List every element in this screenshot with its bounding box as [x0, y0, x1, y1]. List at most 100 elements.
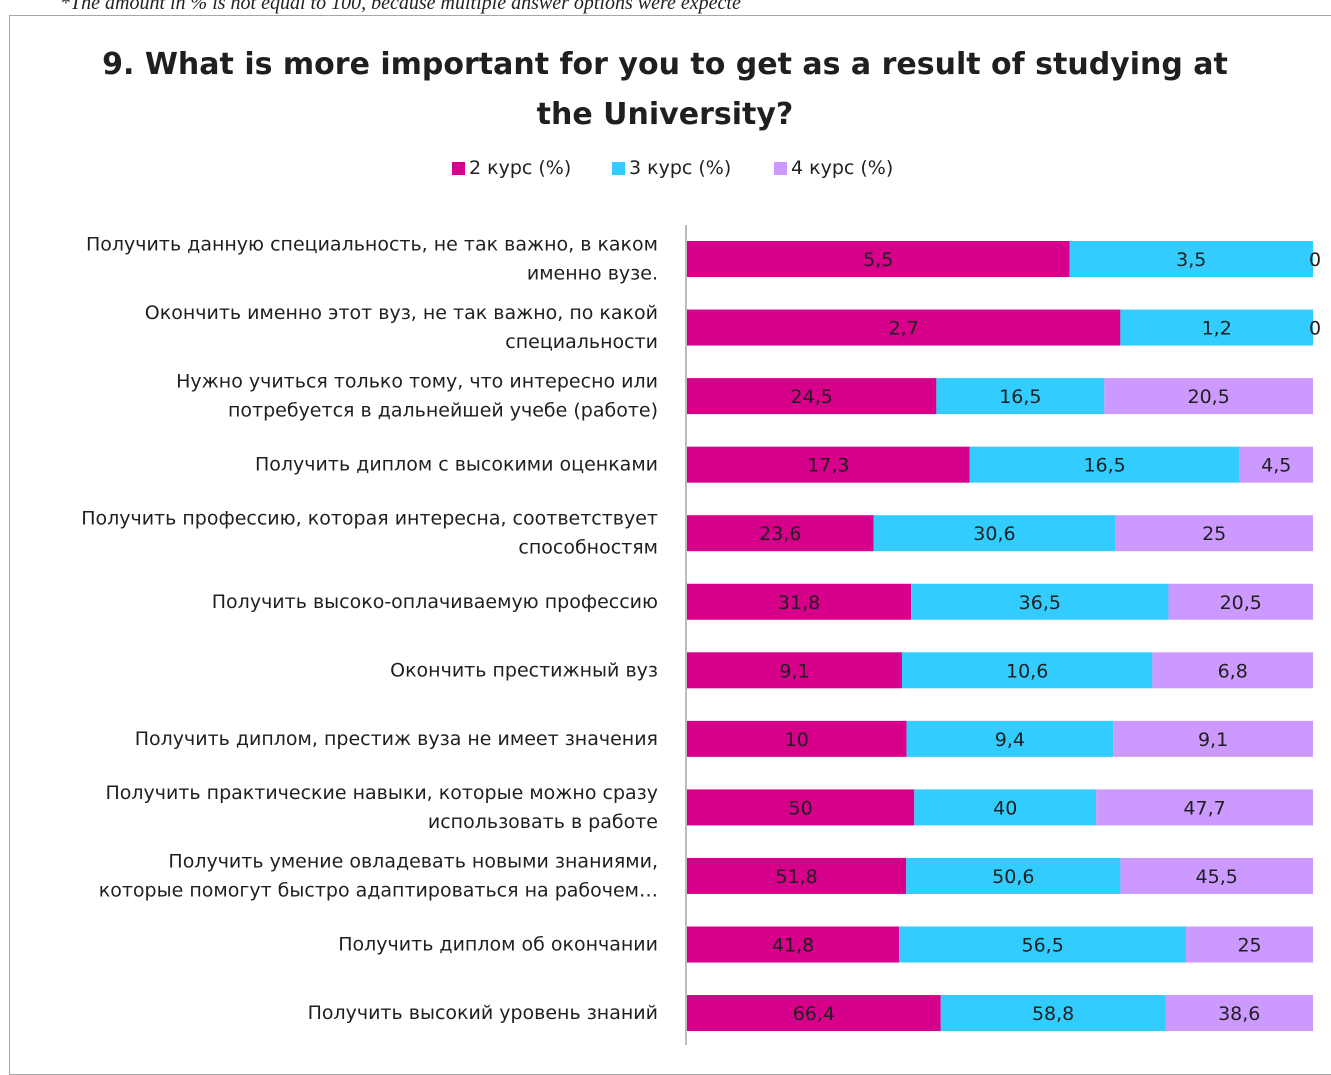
- chart-title: 9. What is more important for you to get…: [60, 40, 1270, 140]
- data-label: 0: [1309, 318, 1321, 340]
- data-label: 16,5: [1083, 455, 1125, 477]
- chart-title-line-1: 9. What is more important for you to get…: [102, 47, 1228, 82]
- bar-segment: [873, 515, 1116, 552]
- category-label-line: именно вузе.: [527, 263, 658, 285]
- category-label-line: Получить диплом, престиж вуза не имеет з…: [135, 728, 658, 750]
- category-label: Получить высокий уровень знаний: [308, 1002, 658, 1024]
- category-label-line: потребуется в дальнейшей учебе (работе): [228, 400, 658, 422]
- data-label: 58,8: [1032, 1003, 1074, 1025]
- bar-segment: [687, 789, 915, 826]
- data-label: 24,5: [791, 386, 833, 408]
- data-label: 20,5: [1188, 386, 1230, 408]
- bar-segment: [1096, 789, 1313, 826]
- legend-swatch: [774, 162, 787, 175]
- bar-segment: [687, 446, 970, 483]
- data-label: 2,7: [889, 318, 919, 340]
- data-label: 47,7: [1183, 797, 1225, 819]
- bar-segment: [687, 926, 900, 963]
- chart-title-line-2: the University?: [536, 97, 794, 132]
- category-label: Получить практические навыки, которые мо…: [105, 782, 658, 833]
- bar-segment: [687, 515, 874, 552]
- bar-segment: [1104, 378, 1313, 415]
- bar-segment: [1239, 446, 1313, 483]
- data-label: 10: [785, 729, 809, 751]
- category-label: Получить данную специальность, не так ва…: [86, 234, 658, 285]
- bar-segment: [1165, 995, 1313, 1032]
- footnote: *The amount in % is not equal to 100, be…: [60, 0, 741, 14]
- category-label: Получить умение овладевать новыми знания…: [99, 850, 658, 901]
- data-label: 41,8: [772, 935, 814, 957]
- category-label: Получить диплом с высокими оценками: [255, 454, 658, 476]
- legend-label: 2 курс (%): [469, 157, 572, 179]
- bar-segment: [1152, 652, 1313, 689]
- legend-item-3-kurs: 3 курс (%): [612, 157, 731, 179]
- bar-segment: [914, 789, 1097, 826]
- bar-segment: [1120, 857, 1313, 894]
- bar-segment: [687, 378, 937, 415]
- bar-segment: [1168, 583, 1313, 620]
- bar-segment: [1115, 515, 1313, 552]
- bar-segment: [1186, 926, 1313, 963]
- data-label: 17,3: [807, 455, 849, 477]
- data-label: 9,1: [1198, 729, 1228, 751]
- category-label-line: которые помогут быстро адаптироваться на…: [99, 879, 658, 901]
- data-label: 56,5: [1021, 935, 1063, 957]
- category-label-line: Окончить престижный вуз: [390, 659, 658, 681]
- legend-swatch: [612, 162, 625, 175]
- data-label: 20,5: [1220, 592, 1262, 614]
- bar-segment: [899, 926, 1187, 963]
- bar-segment: [940, 995, 1166, 1032]
- bar-segment: [687, 652, 902, 689]
- category-label-line: Получить диплом об окончании: [338, 934, 658, 956]
- data-label: 36,5: [1019, 592, 1061, 614]
- data-label: 5,5: [863, 249, 893, 271]
- data-label: 6,8: [1218, 660, 1248, 682]
- data-label: 30,6: [973, 523, 1015, 545]
- category-label: Окончить престижный вуз: [390, 659, 658, 681]
- legend: 2 курс (%) 3 курс (%) 4 курс (%): [452, 157, 922, 187]
- data-label: 50,6: [992, 866, 1034, 888]
- bar-segment: [687, 309, 1121, 346]
- data-label: 9,4: [995, 729, 1025, 751]
- legend-label: 3 курс (%): [629, 157, 732, 179]
- bar-segment: [969, 446, 1240, 483]
- data-label: 16,5: [999, 386, 1041, 408]
- bar-segment: [901, 652, 1153, 689]
- bar-segment: [906, 857, 1121, 894]
- data-label: 0: [1309, 249, 1321, 271]
- legend-item-4-kurs: 4 курс (%): [774, 157, 893, 179]
- category-label: Получить высоко-оплачиваемую профессию: [212, 591, 658, 613]
- category-label: Окончить именно этот вуз, не так важно, …: [145, 302, 658, 353]
- data-label: 3,5: [1176, 249, 1206, 271]
- bar-segment: [687, 995, 941, 1032]
- category-label-line: использовать в работе: [428, 811, 658, 833]
- category-label-line: Получить умение овладевать новыми знания…: [168, 850, 658, 872]
- data-label: 23,6: [759, 523, 801, 545]
- category-label-line: Нужно учиться только тому, что интересно…: [176, 371, 658, 393]
- category-label-line: Получить диплом с высокими оценками: [255, 454, 658, 476]
- data-label: 25: [1202, 523, 1226, 545]
- data-label: 51,8: [775, 866, 817, 888]
- category-label: Получить диплом, престиж вуза не имеет з…: [135, 728, 658, 750]
- bar-segment: [911, 583, 1169, 620]
- data-label: 9,1: [779, 660, 809, 682]
- legend-label: 4 курс (%): [791, 157, 894, 179]
- bar-segment: [906, 720, 1114, 757]
- category-label: Получить диплом об окончании: [338, 934, 658, 956]
- category-label-line: специальности: [505, 331, 658, 353]
- bar-segment: [1069, 241, 1313, 277]
- data-label: 4,5: [1261, 455, 1291, 477]
- category-label-line: Получить высоко-оплачиваемую профессию: [212, 591, 658, 613]
- category-label-line: Окончить именно этот вуз, не так важно, …: [145, 302, 658, 324]
- category-label-line: Получить данную специальность, не так ва…: [86, 234, 658, 256]
- data-label: 31,8: [778, 592, 820, 614]
- category-label-line: Получить профессию, которая интересна, с…: [81, 508, 658, 530]
- bar-segment: [687, 857, 907, 894]
- bar-segment: [1113, 720, 1313, 757]
- data-label: 10,6: [1006, 660, 1048, 682]
- data-label: 38,6: [1218, 1003, 1260, 1025]
- data-label: 66,4: [793, 1003, 835, 1025]
- category-label-line: способностям: [518, 537, 658, 559]
- data-label: 40: [993, 797, 1017, 819]
